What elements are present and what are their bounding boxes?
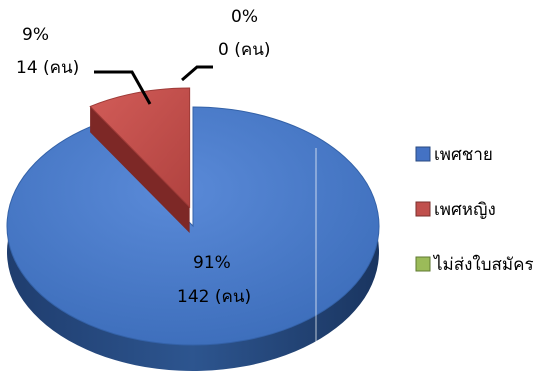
- legend-swatch-female: [415, 201, 431, 217]
- legend-swatch-other: [415, 256, 431, 272]
- legend: เพศชาย เพศหญิง ไม่ส่งใบสมัคร: [415, 145, 534, 275]
- leader-line-female: [94, 70, 152, 105]
- data-label-male-percent: 91%: [193, 253, 231, 273]
- pie-slice-male: [6, 106, 380, 372]
- legend-label-female: เพศหญิง: [434, 200, 496, 220]
- legend-label-male: เพศชาย: [434, 145, 493, 165]
- pie-slice-female: [89, 87, 191, 233]
- legend-swatch-male: [415, 146, 431, 162]
- data-label-other-percent: 0%: [231, 7, 258, 27]
- data-label-other-count: 0 (คน): [218, 40, 270, 60]
- legend-label-other: ไม่ส่งใบสมัคร: [432, 254, 534, 275]
- data-label-female-count: 14 (คน): [16, 58, 79, 78]
- leader-line-other: [181, 65, 213, 82]
- data-label-male-count: 142 (คน): [177, 287, 251, 307]
- data-label-female-percent: 9%: [22, 25, 49, 45]
